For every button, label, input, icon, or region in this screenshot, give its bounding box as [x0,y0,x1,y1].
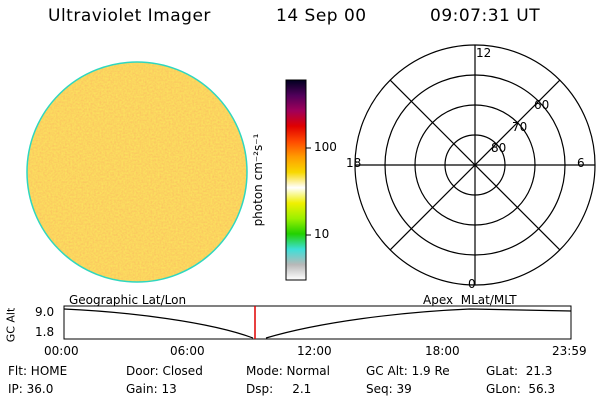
info-gc-alt: GC Alt: 1.9 Re [366,364,450,378]
info-dsp: Dsp: 2.1 [246,382,312,396]
mlt-label-noon: 12 [476,46,492,60]
info-seq: Seq: 39 [366,382,412,396]
instrument-title: Ultraviolet Imager [48,6,211,26]
lat-label-70: 70 [512,120,528,134]
y-tick-high: 9.0 [35,305,55,319]
observation-date: 14 Sep 00 [276,6,367,26]
apex-label: Apex MLat/MLT [423,293,517,307]
info-glat: GLat: 21.3 [486,364,553,378]
colorbar [285,79,311,281]
info-ip: IP: 36.0 [8,382,54,396]
mlt-label-dawn: 6 [577,156,585,170]
x-tick-1200: 12:00 [297,344,332,358]
lat-label-60: 60 [534,98,550,112]
polar-plot [354,44,596,286]
lat-label-80: 80 [491,141,507,155]
mlt-label-midnight: 0 [468,277,476,291]
gc-alt-axis-title: GC Alt [4,307,18,343]
uv-image-disc [26,61,248,283]
info-glon: GLon: 56.3 [486,382,556,396]
y-tick-low: 1.8 [35,325,55,339]
x-tick-0600: 06:00 [170,344,205,358]
x-tick-2359: 23:59 [552,344,587,358]
info-filter: Flt: HOME [8,364,68,378]
info-door: Door: Closed [126,364,203,378]
info-gain: Gain: 13 [126,382,177,396]
mlt-label-dusk: 18 [346,156,362,170]
observation-time: 09:07:31 UT [430,6,541,26]
geographic-label: Geographic Lat/Lon [69,293,187,307]
colorbar-tick-100: 100 [314,140,337,154]
colorbar-tick-10: 10 [314,227,330,241]
info-mode: Mode: Normal [246,364,330,378]
x-tick-1800: 18:00 [425,344,460,358]
orbit-timeline [63,305,572,340]
x-tick-0000: 00:00 [44,344,79,358]
colorbar-unit-label: photon cm⁻²s⁻¹ [251,133,265,227]
